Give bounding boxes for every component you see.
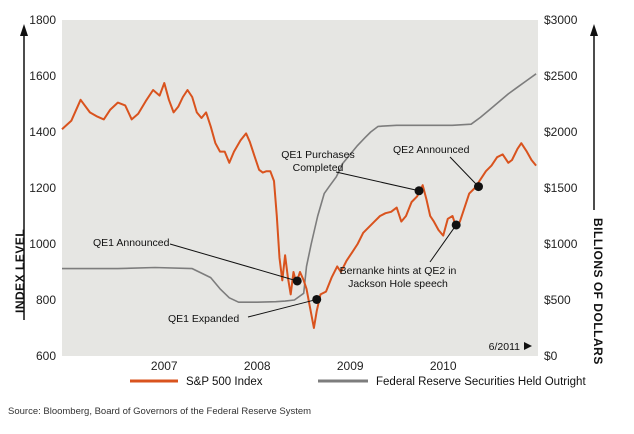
annotation-label: QE1 Announced	[93, 237, 170, 249]
legend-label: S&P 500 Index	[186, 376, 263, 388]
x-tick-label: 2010	[430, 359, 457, 373]
annotation-label: QE1 Expanded	[168, 313, 239, 325]
date-arrow-icon	[524, 342, 532, 350]
annotation-label: QE1 Purchases	[281, 149, 355, 161]
annotation-leader	[169, 243, 298, 282]
annotation-label: Completed	[293, 162, 344, 174]
x-tick-label: 2007	[151, 359, 178, 373]
left-axis-title: INDEX LEVEL	[13, 229, 27, 313]
annotation-label: Bernanke hints at QE2 in	[340, 265, 457, 277]
right-tick-label: $2000	[544, 125, 578, 139]
right-tick-label: $2500	[544, 69, 578, 83]
left-tick-label: 1200	[29, 181, 56, 195]
legend-label: Federal Reserve Securities Held Outright	[376, 376, 586, 388]
annotation-leader	[449, 156, 479, 187]
left-tick-label: 800	[36, 293, 56, 307]
right-tick-label: $3000	[544, 13, 578, 27]
x-tick-label: 2009	[337, 359, 364, 373]
source-note: Source: Bloomberg, Board of Governors of…	[8, 406, 311, 417]
annotation-leader	[247, 298, 317, 318]
left-tick-label: 1800	[29, 13, 56, 27]
left-tick-label: 1000	[29, 237, 56, 251]
right-tick-label: $1500	[544, 181, 578, 195]
series-line-1	[62, 73, 537, 303]
plot-area	[62, 20, 538, 356]
annotation-leader	[335, 171, 420, 192]
right-tick-label: $500	[544, 293, 571, 307]
right-axis-title: BILLIONS OF DOLLARS	[591, 218, 605, 365]
legend: S&P 500 Index Federal Reserve Securities …	[130, 376, 586, 388]
annotation-leader	[429, 224, 457, 263]
date-label: 6/2011	[489, 341, 520, 353]
right-tick-label: $0	[544, 349, 558, 363]
right-arrow-head-icon	[590, 24, 598, 36]
annotation-label: QE2 Announced	[393, 144, 470, 156]
x-tick-label: 2008	[244, 359, 271, 373]
annotation-label: Jackson Hole speech	[348, 278, 448, 290]
left-tick-label: 1400	[29, 125, 56, 139]
left-tick-label: 600	[36, 349, 56, 363]
left-tick-label: 1600	[29, 69, 56, 83]
left-arrow-head-icon	[20, 24, 28, 36]
right-tick-label: $1000	[544, 237, 578, 251]
